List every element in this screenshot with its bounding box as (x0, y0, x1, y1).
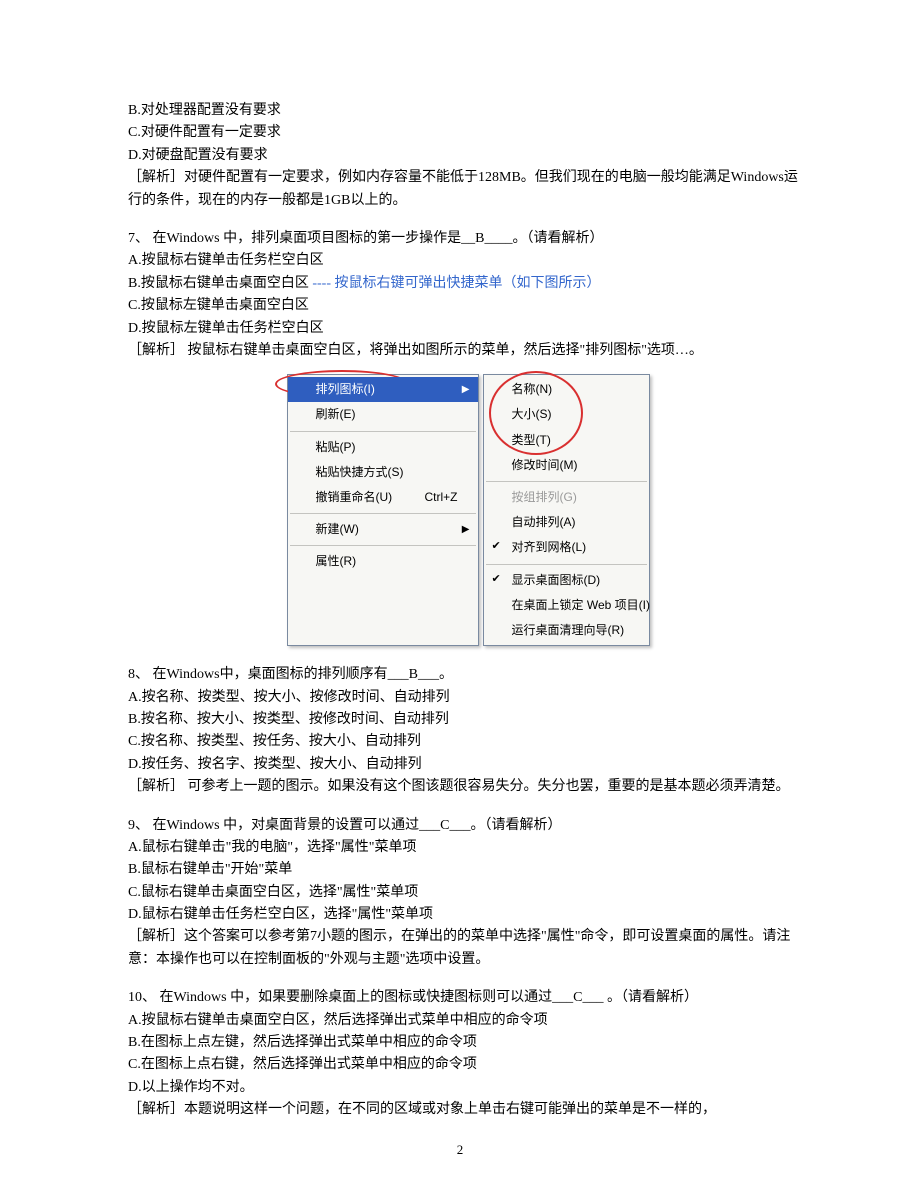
menu-label: 撤销重命名(U) (316, 490, 393, 504)
submenu-arrow-icon: ▶ (462, 382, 470, 398)
menu-item-paste-shortcut[interactable]: 粘贴快捷方式(S) (288, 460, 478, 485)
submenu-item-name[interactable]: 名称(N) (484, 377, 649, 402)
menu-item-paste[interactable]: 粘贴(P) (288, 435, 478, 460)
submenu-item-modified[interactable]: 修改时间(M) (484, 453, 649, 478)
q9-option-d: D.鼠标右键单击任务栏空白区，选择"属性"菜单项 (128, 904, 808, 926)
menu-separator (290, 545, 476, 546)
q9-explanation: ［解析］这个答案可以参考第7小题的图示，在弹出的的菜单中选择"属性"命令，即可设… (128, 926, 808, 971)
q9-option-b: B.鼠标右键单击"开始"菜单 (128, 859, 808, 881)
submenu-item-show-icons[interactable]: ✔ 显示桌面图标(D) (484, 568, 649, 593)
menu-label: 新建(W) (316, 522, 359, 536)
document-page: B.对处理器配置没有要求 C.对硬件配置有一定要求 D.对硬盘配置没有要求 ［解… (0, 0, 920, 1191)
submenu-item-align-grid[interactable]: ✔ 对齐到网格(L) (484, 535, 649, 560)
q7-option-c: C.按鼠标左键单击桌面空白区 (128, 295, 808, 317)
q6-explanation: ［解析］对硬件配置有一定要求，例如内存容量不能低于128MB。但我们现在的电脑一… (128, 167, 808, 212)
q10-stem: 10、 在Windows 中，如果要删除桌面上的图标或快捷图标则可以通过___C… (128, 987, 808, 1009)
menu-separator (290, 513, 476, 514)
menu-item-arrange-icons[interactable]: 排列图标(I) ▶ (288, 377, 478, 402)
submenu-item-by-group: 按组排列(G) (484, 485, 649, 510)
submenu-item-auto-arrange[interactable]: 自动排列(A) (484, 510, 649, 535)
submenu-item-cleanup[interactable]: 运行桌面清理向导(R) (484, 618, 649, 643)
menu-separator (290, 431, 476, 432)
q7-option-b-note: ---- 按鼠标右键可弹出快捷菜单（如下图所示） (309, 276, 601, 291)
q6-option-c: C.对硬件配置有一定要求 (128, 122, 808, 144)
q6-option-d: D.对硬盘配置没有要求 (128, 145, 808, 167)
q7-option-d: D.按鼠标左键单击任务栏空白区 (128, 318, 808, 340)
q7-stem: 7、 在Windows 中，排列桌面项目图标的第一步操作是__B____。（请看… (128, 228, 808, 250)
q10-explanation: ［解析］本题说明这样一个问题，在不同的区域或对象上单击右键可能弹出的菜单是不一样… (128, 1099, 808, 1121)
q6-option-b: B.对处理器配置没有要求 (128, 100, 808, 122)
q10-option-b: B.在图标上点左键，然后选择弹出式菜单中相应的命令项 (128, 1032, 808, 1054)
menu-item-refresh[interactable]: 刷新(E) (288, 402, 478, 427)
q8-option-b: B.按名称、按大小、按类型、按修改时间、自动排列 (128, 709, 808, 731)
menu-separator (486, 481, 647, 482)
q9-stem: 9、 在Windows 中，对桌面背景的设置可以通过___C___。（请看解析） (128, 815, 808, 837)
menu-label: 排列图标(I) (316, 382, 375, 396)
check-icon: ✔ (492, 571, 501, 589)
submenu-arrow-icon: ▶ (462, 522, 470, 538)
q10-option-d: D.以上操作均不对。 (128, 1077, 808, 1099)
page-number: 2 (0, 1140, 920, 1161)
menu-label: 对齐到网格(L) (512, 540, 587, 554)
q9-option-a: A.鼠标右键单击"我的电脑"，选择"属性"菜单项 (128, 837, 808, 859)
submenu-item-lock-web[interactable]: 在桌面上锁定 Web 项目(I) (484, 593, 649, 618)
q7-option-a: A.按鼠标右键单击任务栏空白区 (128, 250, 808, 272)
q8-option-d: D.按任务、按名字、按类型、按大小、自动排列 (128, 754, 808, 776)
q8-option-c: C.按名称、按类型、按任务、按大小、自动排列 (128, 731, 808, 753)
menu-item-properties[interactable]: 属性(R) (288, 549, 478, 574)
q9-option-c: C.鼠标右键单击桌面空白区，选择"属性"菜单项 (128, 882, 808, 904)
q7-explanation: ［解析］ 按鼠标右键单击桌面空白区，将弹出如图所示的菜单，然后选择"排列图标"选… (128, 340, 808, 362)
q10-option-c: C.在图标上点右键，然后选择弹出式菜单中相应的命令项 (128, 1054, 808, 1076)
q8-option-a: A.按名称、按类型、按大小、按修改时间、自动排列 (128, 687, 808, 709)
q8-explanation: ［解析］ 可参考上一题的图示。如果没有这个图该题很容易失分。失分也罢，重要的是基… (128, 776, 808, 798)
menu-item-undo-rename[interactable]: 撤销重命名(U) Ctrl+Z (288, 485, 478, 510)
check-icon: ✔ (492, 538, 501, 556)
q10-option-a: A.按鼠标右键单击桌面空白区，然后选择弹出式菜单中相应的命令项 (128, 1010, 808, 1032)
context-menu-main[interactable]: 排列图标(I) ▶ 刷新(E) 粘贴(P) 粘贴快捷方式(S) 撤销重命名(U)… (287, 374, 479, 646)
context-submenu-arrange[interactable]: 名称(N) 大小(S) 类型(T) 修改时间(M) 按组排列(G) 自动排列(A… (483, 374, 650, 646)
menu-label: 显示桌面图标(D) (512, 573, 601, 587)
menu-item-new[interactable]: 新建(W) ▶ (288, 517, 478, 542)
context-menu-figure: 排列图标(I) ▶ 刷新(E) 粘贴(P) 粘贴快捷方式(S) 撤销重命名(U)… (128, 374, 808, 646)
q8-stem: 8、 在Windows中，桌面图标的排列顺序有___B___。 (128, 664, 808, 686)
menu-shortcut: Ctrl+Z (425, 488, 458, 507)
menu-separator (486, 564, 647, 565)
submenu-item-type[interactable]: 类型(T) (484, 428, 649, 453)
submenu-item-size[interactable]: 大小(S) (484, 402, 649, 427)
q7-option-b-main: B.按鼠标右键单击桌面空白区 (128, 276, 309, 291)
q7-option-b: B.按鼠标右键单击桌面空白区 ---- 按鼠标右键可弹出快捷菜单（如下图所示） (128, 273, 808, 295)
